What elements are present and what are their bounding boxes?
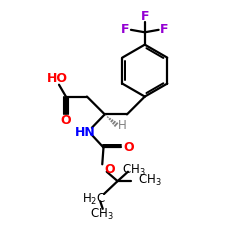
Text: CH$_3$: CH$_3$ — [122, 163, 146, 178]
Text: HO: HO — [47, 72, 68, 85]
Text: O: O — [104, 163, 115, 176]
Text: H$_2$C: H$_2$C — [82, 192, 106, 207]
Text: CH$_3$: CH$_3$ — [90, 207, 113, 222]
Text: F: F — [140, 10, 149, 24]
Text: HN: HN — [75, 126, 96, 139]
Text: F: F — [121, 23, 130, 36]
Text: O: O — [123, 141, 134, 154]
Text: CH$_3$: CH$_3$ — [138, 173, 162, 188]
Text: H: H — [118, 119, 127, 132]
Text: O: O — [60, 114, 71, 126]
Text: F: F — [160, 23, 168, 36]
